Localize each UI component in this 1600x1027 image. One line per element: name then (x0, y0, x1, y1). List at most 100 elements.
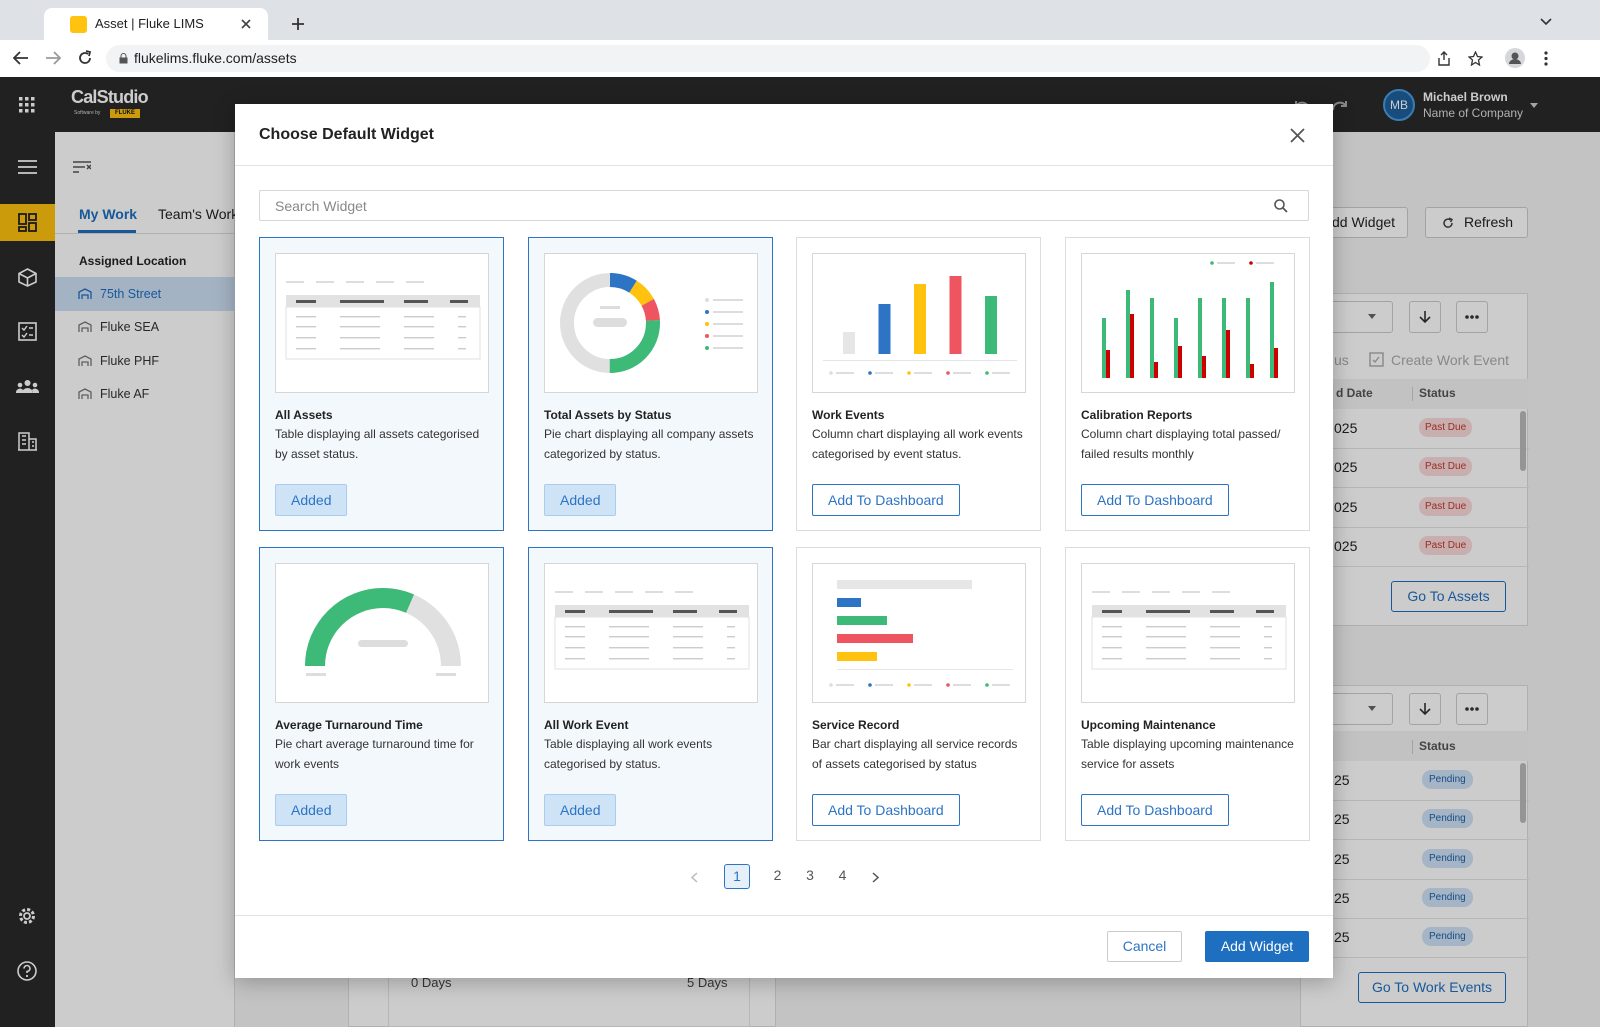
refresh-label: Refresh (1464, 214, 1514, 230)
nav-help[interactable] (17, 961, 37, 981)
user-menu[interactable] (1530, 103, 1538, 108)
widget-card[interactable]: Total Assets by Status Pie chart displayi… (528, 237, 773, 531)
location-icon (78, 288, 92, 299)
row-border (1301, 878, 1529, 880)
status-badge: Past Due (1419, 496, 1473, 516)
widget-card[interactable]: All Work Event Table displaying all work … (528, 547, 773, 841)
icon (1419, 703, 1431, 716)
go-to-assets[interactable]: Go To Assets (1391, 581, 1506, 612)
bg-refresh[interactable]: Refresh (1425, 207, 1528, 238)
tab-menu[interactable] (1540, 18, 1552, 26)
widget-button[interactable]: Added (544, 484, 617, 516)
widget-button[interactable]: Added (544, 794, 617, 826)
go-to-work-events[interactable]: Go To Work Events (1358, 972, 1506, 1003)
reload-button[interactable] (77, 50, 93, 66)
widget-card[interactable]: All Assets Table displaying all assets ca… (259, 237, 504, 531)
widget-name: All Work Event (544, 718, 629, 732)
filter-icon[interactable] (73, 160, 91, 174)
scrollbar (1520, 763, 1526, 823)
search-input[interactable]: Search Widget (259, 190, 1309, 221)
widget-name: Calibration Reports (1081, 408, 1193, 422)
widget-description: Table displaying all work events categor… (544, 737, 713, 771)
page-number[interactable]: 3 (806, 867, 814, 883)
widget-preview (1081, 563, 1295, 703)
nav-dashboard[interactable] (0, 204, 55, 241)
widget-card[interactable]: Service Record Bar chart displaying all s… (796, 547, 1041, 841)
address-bar[interactable]: flukelims.fluke.com/assets (106, 45, 1430, 72)
widget-name: Total Assets by Status (544, 408, 672, 422)
redo-icon[interactable] (1331, 98, 1351, 112)
widget-button[interactable]: Add To Dashboard (1081, 794, 1229, 826)
cancel-button[interactable]: Cancel (1107, 931, 1182, 962)
refresh-icon (1443, 217, 1454, 228)
nav-tasks[interactable] (18, 322, 37, 341)
browser-tab[interactable]: Asset | Fluke LIMS (44, 8, 268, 40)
menu-toggle[interactable] (18, 160, 37, 174)
icon-button[interactable] (1456, 301, 1488, 333)
icon-button[interactable] (1456, 693, 1488, 725)
row-border (1301, 448, 1529, 449)
share-icon[interactable] (1437, 51, 1451, 66)
location-item[interactable]: Fluke PHF (100, 353, 160, 368)
icon (1465, 315, 1479, 319)
search-icon (1274, 199, 1288, 213)
nav-organization[interactable] (18, 432, 37, 451)
user-avatar[interactable]: MB (1383, 89, 1415, 121)
forward-button[interactable] (45, 51, 61, 65)
widget-button[interactable]: Added (275, 484, 348, 516)
location-item[interactable]: 75th Street (100, 287, 162, 301)
app-launcher[interactable] (19, 97, 35, 113)
tab-divider (55, 233, 235, 234)
column-divider (1412, 740, 1413, 754)
widget-button[interactable]: Add To Dashboard (812, 794, 960, 826)
widget-card[interactable]: Calibration Reports Column chart displayi… (1065, 237, 1310, 531)
dropdown-caret (1368, 314, 1376, 319)
column-header: Status (1419, 739, 1456, 753)
widget-preview (544, 563, 758, 703)
page-next[interactable] (872, 872, 879, 883)
location-item[interactable]: Fluke AF (100, 386, 150, 401)
preview-graphic (1102, 261, 1278, 378)
preview-graphic (1091, 591, 1287, 670)
preview-graphic (305, 588, 461, 676)
page-number[interactable]: 4 (838, 867, 847, 883)
work-tab[interactable]: My Work (79, 206, 138, 222)
new-tab[interactable] (291, 17, 305, 31)
nav-assets[interactable] (18, 268, 37, 287)
widget-description: Column chart displaying all work events … (812, 427, 1023, 461)
page-prev[interactable] (691, 872, 698, 883)
create-work-event[interactable]: Create Work Event (1391, 352, 1510, 368)
icon-button[interactable] (1409, 693, 1441, 725)
widget-card[interactable]: Average Turnaround Time Pie chart average… (259, 547, 504, 841)
bookmark-icon[interactable] (1468, 51, 1483, 66)
location-item[interactable]: Fluke SEA (100, 320, 160, 335)
location-heading: Assigned Location (79, 254, 187, 268)
url-text: flukelims.fluke.com/assets (134, 50, 297, 66)
page-number[interactable]: 2 (773, 867, 782, 883)
preview-graphic (823, 276, 1017, 375)
widget-button[interactable]: Added (275, 794, 348, 826)
page-number[interactable]: 1 (724, 864, 750, 889)
nav-team[interactable] (16, 379, 39, 394)
back-button[interactable] (13, 51, 29, 65)
row-border (1301, 565, 1529, 567)
row-border (1301, 957, 1529, 959)
work-tab[interactable]: Team's Work (158, 206, 239, 222)
submit-button[interactable]: Add Widget (1205, 931, 1309, 962)
profile-icon[interactable] (1505, 48, 1525, 68)
widget-description: Pie chart displaying all company assets … (544, 427, 754, 461)
icon-button[interactable] (1409, 301, 1441, 333)
widget-button[interactable]: Add To Dashboard (1081, 484, 1229, 516)
widget-name: Work Events (812, 408, 885, 422)
widget-card[interactable]: Upcoming Maintenance Table displaying upc… (1065, 547, 1310, 841)
gauge-label: 0 Days (411, 975, 452, 990)
browser-menu[interactable] (1544, 51, 1548, 66)
widget-button[interactable]: Add To Dashboard (812, 484, 960, 516)
tab-close[interactable] (240, 18, 252, 30)
search-placeholder: Search Widget (275, 198, 367, 214)
modal-close[interactable] (1290, 128, 1305, 143)
icon (1465, 707, 1479, 711)
date-cell: 025 (1334, 537, 1358, 554)
nav-settings[interactable] (17, 906, 37, 926)
widget-card[interactable]: Work Events Column chart displaying all w… (796, 237, 1041, 531)
